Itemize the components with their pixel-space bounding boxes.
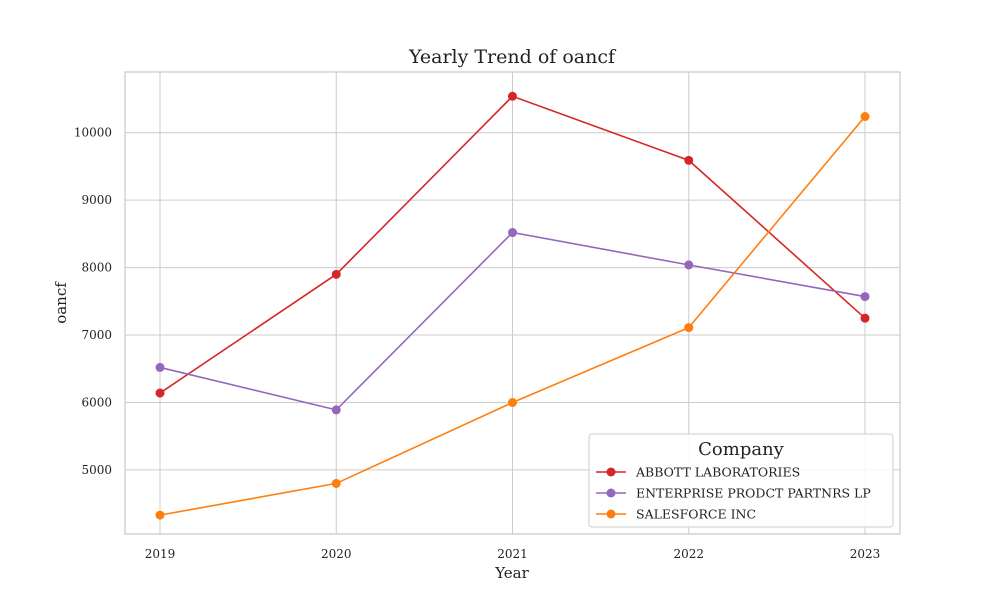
legend-label: ABBOTT LABORATORIES: [635, 465, 800, 480]
y-tick-label: 9000: [81, 193, 112, 207]
data-point: [860, 313, 870, 323]
legend-swatch-marker: [606, 509, 616, 519]
legend-item: SALESFORCE INC: [596, 507, 756, 522]
legend-title: Company: [698, 439, 785, 460]
x-tick-label: 2020: [321, 547, 352, 561]
data-point: [331, 405, 341, 415]
series: [155, 228, 870, 415]
data-point: [860, 292, 870, 302]
series-layer: [155, 91, 870, 520]
x-tick-label: 2021: [497, 547, 528, 561]
legend-label: SALESFORCE INC: [636, 507, 756, 522]
x-tick-label: 2022: [673, 547, 704, 561]
legend-item: ABBOTT LABORATORIES: [596, 465, 800, 480]
legend-box: [588, 433, 894, 528]
y-tick-label: 8000: [81, 261, 112, 275]
data-point: [155, 362, 165, 372]
data-point: [508, 397, 517, 407]
series: [155, 112, 870, 520]
y-tick-label: 10000: [74, 126, 112, 140]
x-tick-label: 2023: [850, 547, 881, 561]
legend-items: ABBOTT LABORATORIES ENTERPRISE PRODCT PAR…: [596, 465, 871, 522]
data-point: [155, 510, 165, 520]
y-tick-label: 7000: [81, 328, 112, 342]
data-point: [684, 155, 694, 165]
legend-swatch-marker: [606, 488, 616, 498]
y-axis-label: oancf: [52, 281, 70, 324]
data-point: [508, 91, 517, 101]
data-point: [860, 112, 870, 122]
ticks-layer: 2019 2020 2021 2022 2023 5000 6000 7000 8000 9000…: [74, 126, 880, 561]
legend-item: ENTERPRISE PRODCT PARTNRS LP: [596, 486, 871, 501]
grid-layer: [125, 72, 900, 534]
legend: Company ABBOTT LABORATORIES ENTERPRISE PR…: [588, 433, 894, 528]
data-point: [155, 388, 165, 398]
chart-title: Yearly Trend of oancf: [408, 46, 617, 68]
data-point: [508, 228, 517, 238]
data-point: [684, 260, 694, 270]
series: [155, 91, 870, 398]
data-point: [684, 323, 694, 333]
x-tick-label: 2019: [145, 547, 176, 561]
x-axis-label: Year: [494, 564, 529, 582]
plot-frame: [124, 71, 901, 535]
y-tick-label: 5000: [81, 463, 112, 477]
legend-swatch-marker: [606, 467, 616, 477]
data-point: [331, 478, 341, 488]
legend-label: ENTERPRISE PRODCT PARTNRS LP: [636, 486, 871, 501]
data-point: [331, 269, 341, 279]
y-tick-label: 6000: [81, 395, 112, 409]
